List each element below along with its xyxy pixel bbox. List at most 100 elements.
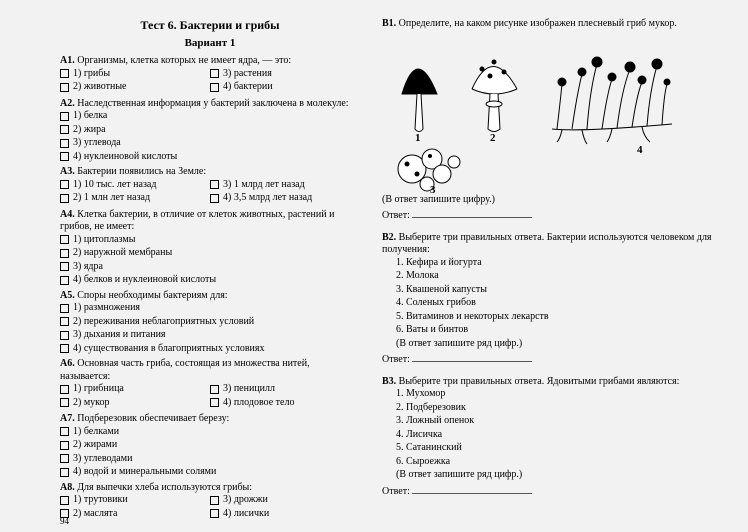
list-item: 1. Кефира и йогурта [396, 257, 720, 270]
checkbox[interactable] [60, 112, 69, 121]
figures-svg [382, 34, 682, 194]
checkbox[interactable] [210, 180, 219, 189]
q-label: А6. [60, 358, 75, 369]
q-label: В1. [382, 18, 396, 29]
checkbox[interactable] [60, 194, 69, 203]
opt: 1) грибница [73, 383, 124, 396]
list-item: 3. Ложный опенок [396, 415, 720, 428]
checkbox[interactable] [60, 152, 69, 161]
opt: 4) нуклеиновой кислоты [73, 151, 177, 164]
question-a4: А4. Клетка бактерии, в отличие от клеток… [60, 209, 360, 287]
checkbox[interactable] [60, 441, 69, 450]
q-label: А3. [60, 166, 75, 177]
question-b3: В3. Выберите три правильных ответа. Ядов… [382, 376, 720, 482]
checkbox[interactable] [60, 276, 69, 285]
checkbox[interactable] [210, 385, 219, 394]
checkbox[interactable] [210, 69, 219, 78]
q-label: А1. [60, 55, 75, 66]
opt: 4) белков и нуклеиновой кислоты [73, 274, 216, 287]
opt: 2) маслята [73, 508, 118, 521]
q-text: Выберите три правильных ответа. Бактерии… [382, 232, 712, 256]
opt: 1) белка [73, 110, 107, 123]
checkbox[interactable] [210, 83, 219, 92]
checkbox[interactable] [210, 194, 219, 203]
checkbox[interactable] [60, 235, 69, 244]
b2-answer: Ответ: [382, 353, 720, 367]
q-text: Организмы, клетка которых не имеет ядра,… [77, 55, 291, 66]
checkbox[interactable] [60, 83, 69, 92]
fig-label-3: 3 [430, 184, 436, 196]
checkbox[interactable] [60, 262, 69, 271]
opt: 2) животные [73, 81, 127, 94]
list-item: 2. Подберезовик [396, 402, 720, 415]
list-item: 4. Лисичка [396, 429, 720, 442]
checkbox[interactable] [60, 496, 69, 505]
answer-label: Ответ: [382, 210, 410, 221]
q-label: А8. [60, 482, 75, 493]
question-a7: А7. Подберезовик обеспечивает березу: 1)… [60, 413, 360, 479]
opt: 4) 3,5 млрд лет назад [223, 192, 312, 205]
checkbox[interactable] [60, 468, 69, 477]
answer-label: Ответ: [382, 486, 410, 497]
opt: 2) переживания неблагоприятных условий [73, 316, 254, 329]
opt: 1) белками [73, 426, 119, 439]
opt: 1) 10 тыс. лет назад [73, 179, 156, 192]
checkbox[interactable] [60, 125, 69, 134]
question-a5: А5. Споры необходимы бактериям для: 1) р… [60, 290, 360, 356]
opt: 1) трутовики [73, 494, 128, 507]
checkbox[interactable] [60, 304, 69, 313]
checkbox[interactable] [60, 385, 69, 394]
variant-label: Вариант 1 [60, 37, 360, 49]
q-text: Для выпечки хлеба используются грибы: [77, 482, 252, 493]
checkbox[interactable] [60, 139, 69, 148]
question-a2: А2. Наследственная информация у бактерий… [60, 98, 360, 164]
answer-blank[interactable] [412, 209, 532, 218]
list-item: 5. Сатанинский [396, 442, 720, 455]
list-item: 6. Сыроежка [396, 456, 720, 469]
opt: 2) наружной мембраны [73, 247, 172, 260]
checkbox[interactable] [60, 317, 69, 326]
answer-blank[interactable] [412, 353, 532, 362]
opt: 3) дрожжи [223, 494, 268, 507]
opt: 3) 1 млрд лет назад [223, 179, 305, 192]
page-number: 94 [60, 516, 69, 526]
list-item: 6. Ваты и бинтов [396, 324, 720, 337]
b3-answer: Ответ: [382, 485, 720, 499]
q-text: Клетка бактерии, в отличие от клеток жив… [60, 209, 334, 233]
fig-label-4: 4 [637, 144, 643, 156]
answer-label: Ответ: [382, 354, 410, 365]
checkbox[interactable] [60, 344, 69, 353]
opt: 4) лисички [223, 508, 269, 521]
checkbox[interactable] [60, 331, 69, 340]
checkbox[interactable] [60, 427, 69, 436]
checkbox[interactable] [60, 249, 69, 258]
q-text: Наследственная информация у бактерий зак… [77, 98, 348, 109]
checkbox[interactable] [60, 398, 69, 407]
opt: 2) жира [73, 124, 106, 137]
q-text: Подберезовик обеспечивает березу: [77, 413, 229, 424]
opt: 3) растения [223, 68, 272, 81]
list-item: 5. Витаминов и некоторых лекарств [396, 311, 720, 324]
opt: 2) 1 млн лет назад [73, 192, 150, 205]
opt: 2) жирами [73, 439, 117, 452]
list-item: 4. Соленых грибов [396, 297, 720, 310]
list-hint: (В ответ запишите ряд цифр.) [396, 338, 720, 351]
opt: 4) существования в благоприятных условия… [73, 343, 265, 356]
checkbox[interactable] [210, 496, 219, 505]
answer-blank[interactable] [412, 485, 532, 494]
opt: 1) грибы [73, 68, 110, 81]
b1-answer: Ответ: [382, 209, 720, 223]
q-label: А7. [60, 413, 75, 424]
opt: 4) водой и минеральными солями [73, 466, 216, 479]
opt: 3) ядра [73, 261, 103, 274]
checkbox[interactable] [210, 398, 219, 407]
q-label: А4. [60, 209, 75, 220]
fig-label-2: 2 [490, 132, 496, 144]
question-b1: В1. Определите, на каком рисунке изображ… [382, 18, 720, 31]
checkbox[interactable] [60, 454, 69, 463]
checkbox[interactable] [60, 69, 69, 78]
q-label: А2. [60, 98, 75, 109]
checkbox[interactable] [60, 180, 69, 189]
q-text: Выберите три правильных ответа. Ядовитым… [399, 376, 680, 387]
checkbox[interactable] [210, 509, 219, 518]
